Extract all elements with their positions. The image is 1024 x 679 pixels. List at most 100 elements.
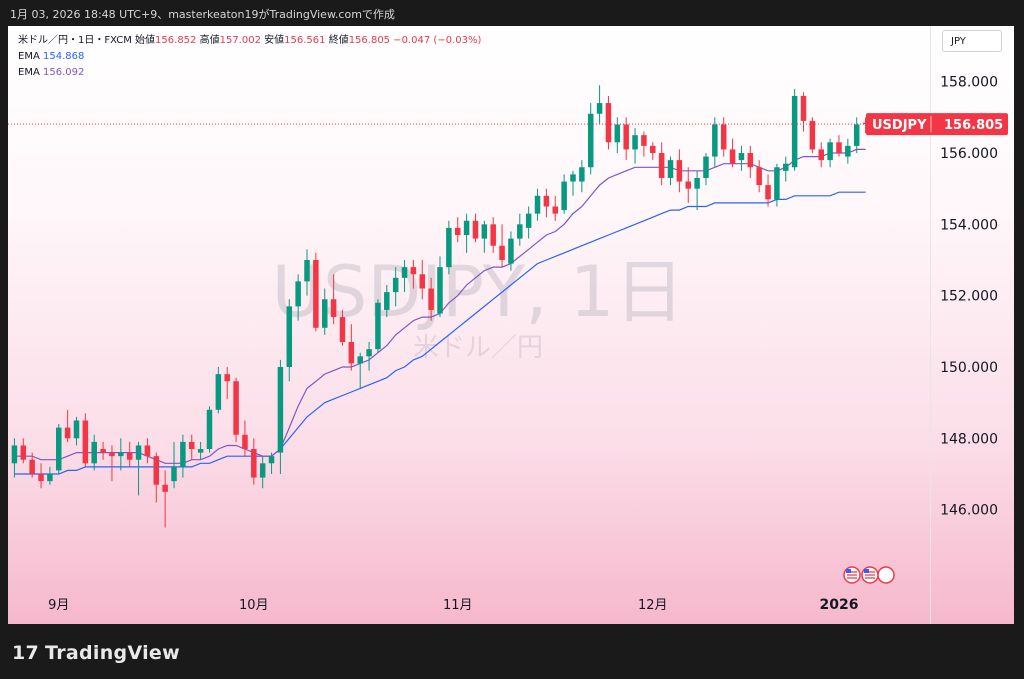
- candle[interactable]: [339, 309, 346, 346]
- candle[interactable]: [605, 95, 612, 150]
- candle[interactable]: [650, 142, 656, 161]
- candle[interactable]: [56, 424, 62, 474]
- candle[interactable]: [641, 131, 647, 157]
- candle[interactable]: [703, 153, 709, 186]
- candle[interactable]: [499, 224, 505, 268]
- candle[interactable]: [437, 256, 443, 318]
- currency-selector[interactable]: JPY: [942, 30, 1002, 52]
- candle[interactable]: [845, 138, 851, 164]
- candle[interactable]: [490, 217, 496, 253]
- candle[interactable]: [375, 299, 381, 353]
- candle[interactable]: [29, 452, 35, 478]
- candlestick-chart[interactable]: USDJPY, 1日 米ドル／円 158.000156.000154.00015…: [8, 26, 1014, 624]
- candle[interactable]: [20, 438, 27, 464]
- candle[interactable]: [180, 434, 186, 478]
- candle[interactable]: [357, 352, 363, 389]
- candle[interactable]: [800, 92, 807, 132]
- candle[interactable]: [153, 452, 160, 503]
- candle[interactable]: [215, 367, 222, 414]
- candle[interactable]: [791, 88, 798, 171]
- candle[interactable]: [783, 156, 789, 182]
- candle[interactable]: [463, 213, 470, 253]
- candle[interactable]: [251, 438, 257, 485]
- candle[interactable]: [827, 138, 833, 168]
- candle[interactable]: [171, 441, 177, 489]
- candle[interactable]: [366, 342, 372, 371]
- candle[interactable]: [38, 463, 44, 489]
- candle[interactable]: [410, 260, 417, 289]
- candle[interactable]: [47, 466, 53, 485]
- candle[interactable]: [534, 188, 541, 221]
- candle[interactable]: [774, 163, 780, 207]
- candle[interactable]: [472, 213, 479, 243]
- candle[interactable]: [694, 170, 700, 211]
- candle[interactable]: [91, 434, 97, 471]
- candle[interactable]: [632, 128, 638, 164]
- candle[interactable]: [614, 117, 621, 153]
- candle[interactable]: [818, 142, 824, 168]
- candle[interactable]: [747, 145, 754, 178]
- candle[interactable]: [286, 299, 293, 382]
- candle[interactable]: [162, 470, 168, 528]
- candle[interactable]: [676, 149, 683, 193]
- candle[interactable]: [517, 213, 523, 246]
- candle[interactable]: [587, 103, 594, 175]
- candle[interactable]: [233, 377, 239, 442]
- candle[interactable]: [144, 438, 151, 464]
- candle[interactable]: [525, 206, 532, 239]
- candle[interactable]: [224, 367, 230, 400]
- candle[interactable]: [658, 142, 665, 186]
- candle[interactable]: [836, 135, 842, 157]
- candle[interactable]: [685, 167, 691, 203]
- candle[interactable]: [392, 267, 399, 307]
- candle[interactable]: [765, 174, 771, 207]
- candle[interactable]: [73, 416, 80, 446]
- candle[interactable]: [809, 117, 816, 153]
- tradingview-logo[interactable]: 17 TradingView: [12, 642, 180, 664]
- candle[interactable]: [579, 160, 585, 193]
- candle[interactable]: [419, 260, 426, 300]
- candle[interactable]: [454, 217, 461, 243]
- candle[interactable]: [11, 438, 18, 478]
- candle[interactable]: [543, 188, 550, 218]
- candle[interactable]: [304, 249, 310, 296]
- candle[interactable]: [295, 274, 301, 321]
- candle[interactable]: [118, 438, 124, 471]
- candle[interactable]: [552, 195, 559, 221]
- candle[interactable]: [481, 220, 488, 253]
- candle[interactable]: [126, 441, 133, 467]
- candle[interactable]: [330, 274, 337, 325]
- legend-ema2-row[interactable]: EMA 156.092: [18, 65, 481, 81]
- candle[interactable]: [313, 252, 319, 332]
- candle[interactable]: [206, 406, 213, 453]
- candle[interactable]: [189, 434, 195, 460]
- candle[interactable]: [667, 156, 674, 186]
- candle[interactable]: [109, 445, 115, 482]
- candle[interactable]: [242, 420, 248, 457]
- candle[interactable]: [100, 441, 106, 460]
- candle[interactable]: [135, 441, 142, 496]
- candle[interactable]: [259, 456, 266, 489]
- candle[interactable]: [428, 277, 434, 321]
- legend-ema1-row[interactable]: EMA 154.868: [18, 49, 481, 65]
- candle[interactable]: [348, 324, 355, 371]
- candle[interactable]: [64, 409, 71, 442]
- candle[interactable]: [570, 170, 576, 196]
- candle[interactable]: [446, 220, 452, 275]
- candle[interactable]: [268, 452, 275, 474]
- candle[interactable]: [853, 117, 860, 153]
- candle[interactable]: [82, 413, 89, 467]
- candle[interactable]: [401, 260, 408, 293]
- candle[interactable]: [862, 117, 869, 134]
- candle[interactable]: [197, 441, 204, 460]
- candle[interactable]: [277, 359, 284, 474]
- event-flags[interactable]: [843, 566, 895, 584]
- candle[interactable]: [384, 284, 390, 318]
- candle[interactable]: [738, 145, 745, 171]
- candle[interactable]: [729, 138, 736, 168]
- candle[interactable]: [712, 117, 718, 168]
- candle[interactable]: [561, 174, 567, 214]
- candle[interactable]: [508, 231, 514, 271]
- chart-area[interactable]: 米ドル／円・1日・FXCM 始値156.852 高値157.002 安値156.…: [8, 26, 1014, 624]
- candle[interactable]: [720, 117, 727, 157]
